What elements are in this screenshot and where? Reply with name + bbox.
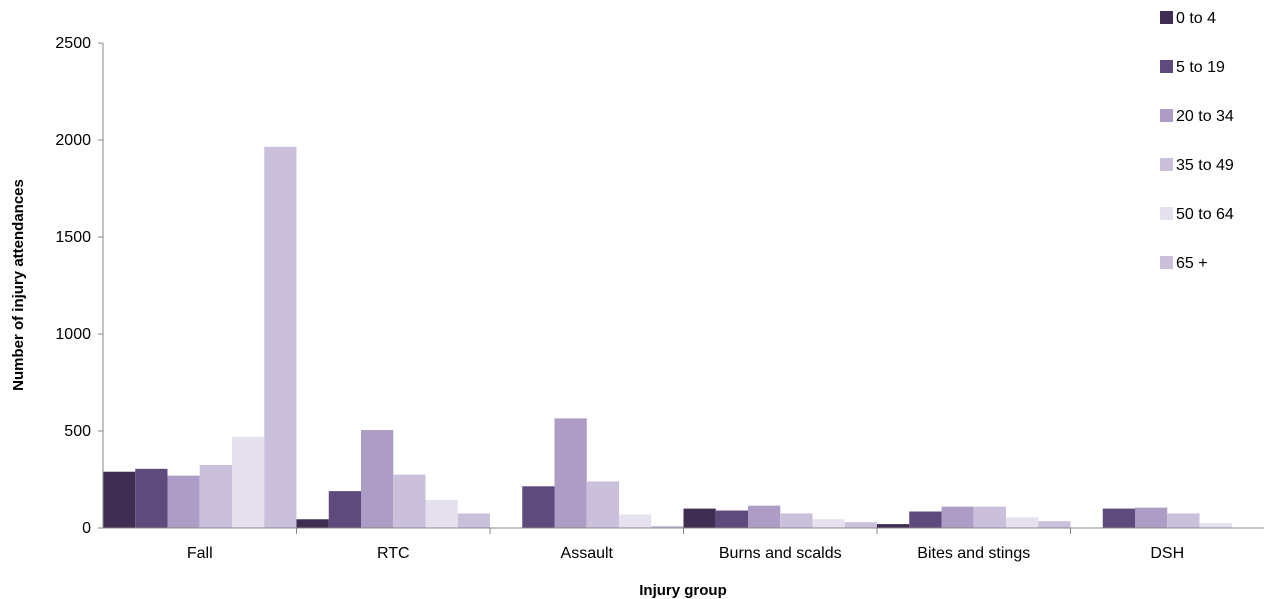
bar: [1102, 508, 1135, 528]
bar: [522, 486, 555, 528]
bar: [619, 514, 652, 528]
y-tick-label: 2000: [55, 132, 91, 149]
bar: [264, 146, 297, 529]
bar: [780, 513, 813, 528]
bar: [328, 491, 361, 528]
x-tick-label: Burns and scalds: [719, 545, 842, 562]
x-tick-label: Fall: [187, 545, 213, 562]
legend-swatch: [1160, 109, 1173, 122]
x-tick-label: Bites and stings: [917, 545, 1030, 562]
bar: [941, 506, 974, 528]
legend-swatch: [1160, 11, 1173, 24]
bar: [167, 475, 200, 528]
bar: [1038, 521, 1071, 528]
bar: [909, 511, 942, 528]
bar: [877, 524, 910, 528]
bar: [199, 464, 232, 528]
x-axis-title: Injury group: [639, 582, 727, 599]
y-tick-label: 500: [64, 423, 91, 440]
bar: [748, 505, 781, 528]
bar: [1199, 523, 1232, 528]
y-tick-label: 2500: [55, 35, 91, 52]
y-axis-ticks: 0 500 1000 1500 2000 2500: [55, 35, 103, 537]
legend-label: 20 to 34: [1176, 108, 1234, 125]
legend-swatch: [1160, 158, 1173, 171]
bar: [296, 519, 329, 528]
legend-swatch: [1160, 60, 1173, 73]
bar: [1135, 507, 1168, 528]
legend-label: 65 +: [1176, 255, 1208, 272]
legend-label: 0 to 4: [1176, 10, 1216, 27]
x-axis-ticks: Fall RTC Assault Burns and scalds Bites and …: [187, 528, 1184, 562]
bar: [973, 506, 1006, 528]
bar: [844, 522, 877, 528]
x-tick-label: DSH: [1150, 545, 1184, 562]
legend-label: 35 to 49: [1176, 157, 1234, 174]
bar: [393, 474, 426, 528]
bar: [715, 510, 748, 528]
bar: [651, 526, 684, 528]
legend-swatch: [1160, 207, 1173, 220]
x-tick-label: Assault: [561, 545, 614, 562]
bar: [103, 471, 136, 528]
y-tick-label: 0: [82, 520, 91, 537]
bar: [586, 481, 619, 528]
y-tick-label: 1000: [55, 326, 91, 343]
y-axis-title: Number of injury attendances: [10, 179, 27, 391]
legend-label: 50 to 64: [1176, 206, 1234, 223]
bar: [812, 519, 845, 528]
legend: 0 to 4 5 to 19 20 to 34 35 to 49 50 to 64 65 …: [1160, 10, 1234, 272]
bar: [232, 436, 265, 528]
y-tick-label: 1500: [55, 229, 91, 246]
bar: [1167, 513, 1200, 528]
bar: [1006, 517, 1039, 528]
legend-swatch: [1160, 256, 1173, 269]
bars: [103, 146, 1232, 529]
bar: [457, 513, 490, 528]
bar: [135, 468, 168, 528]
x-tick-label: RTC: [377, 545, 410, 562]
legend-label: 5 to 19: [1176, 59, 1225, 76]
bar: [554, 418, 587, 528]
bar: [683, 508, 716, 528]
bar: [361, 430, 394, 528]
bar: [425, 499, 458, 528]
